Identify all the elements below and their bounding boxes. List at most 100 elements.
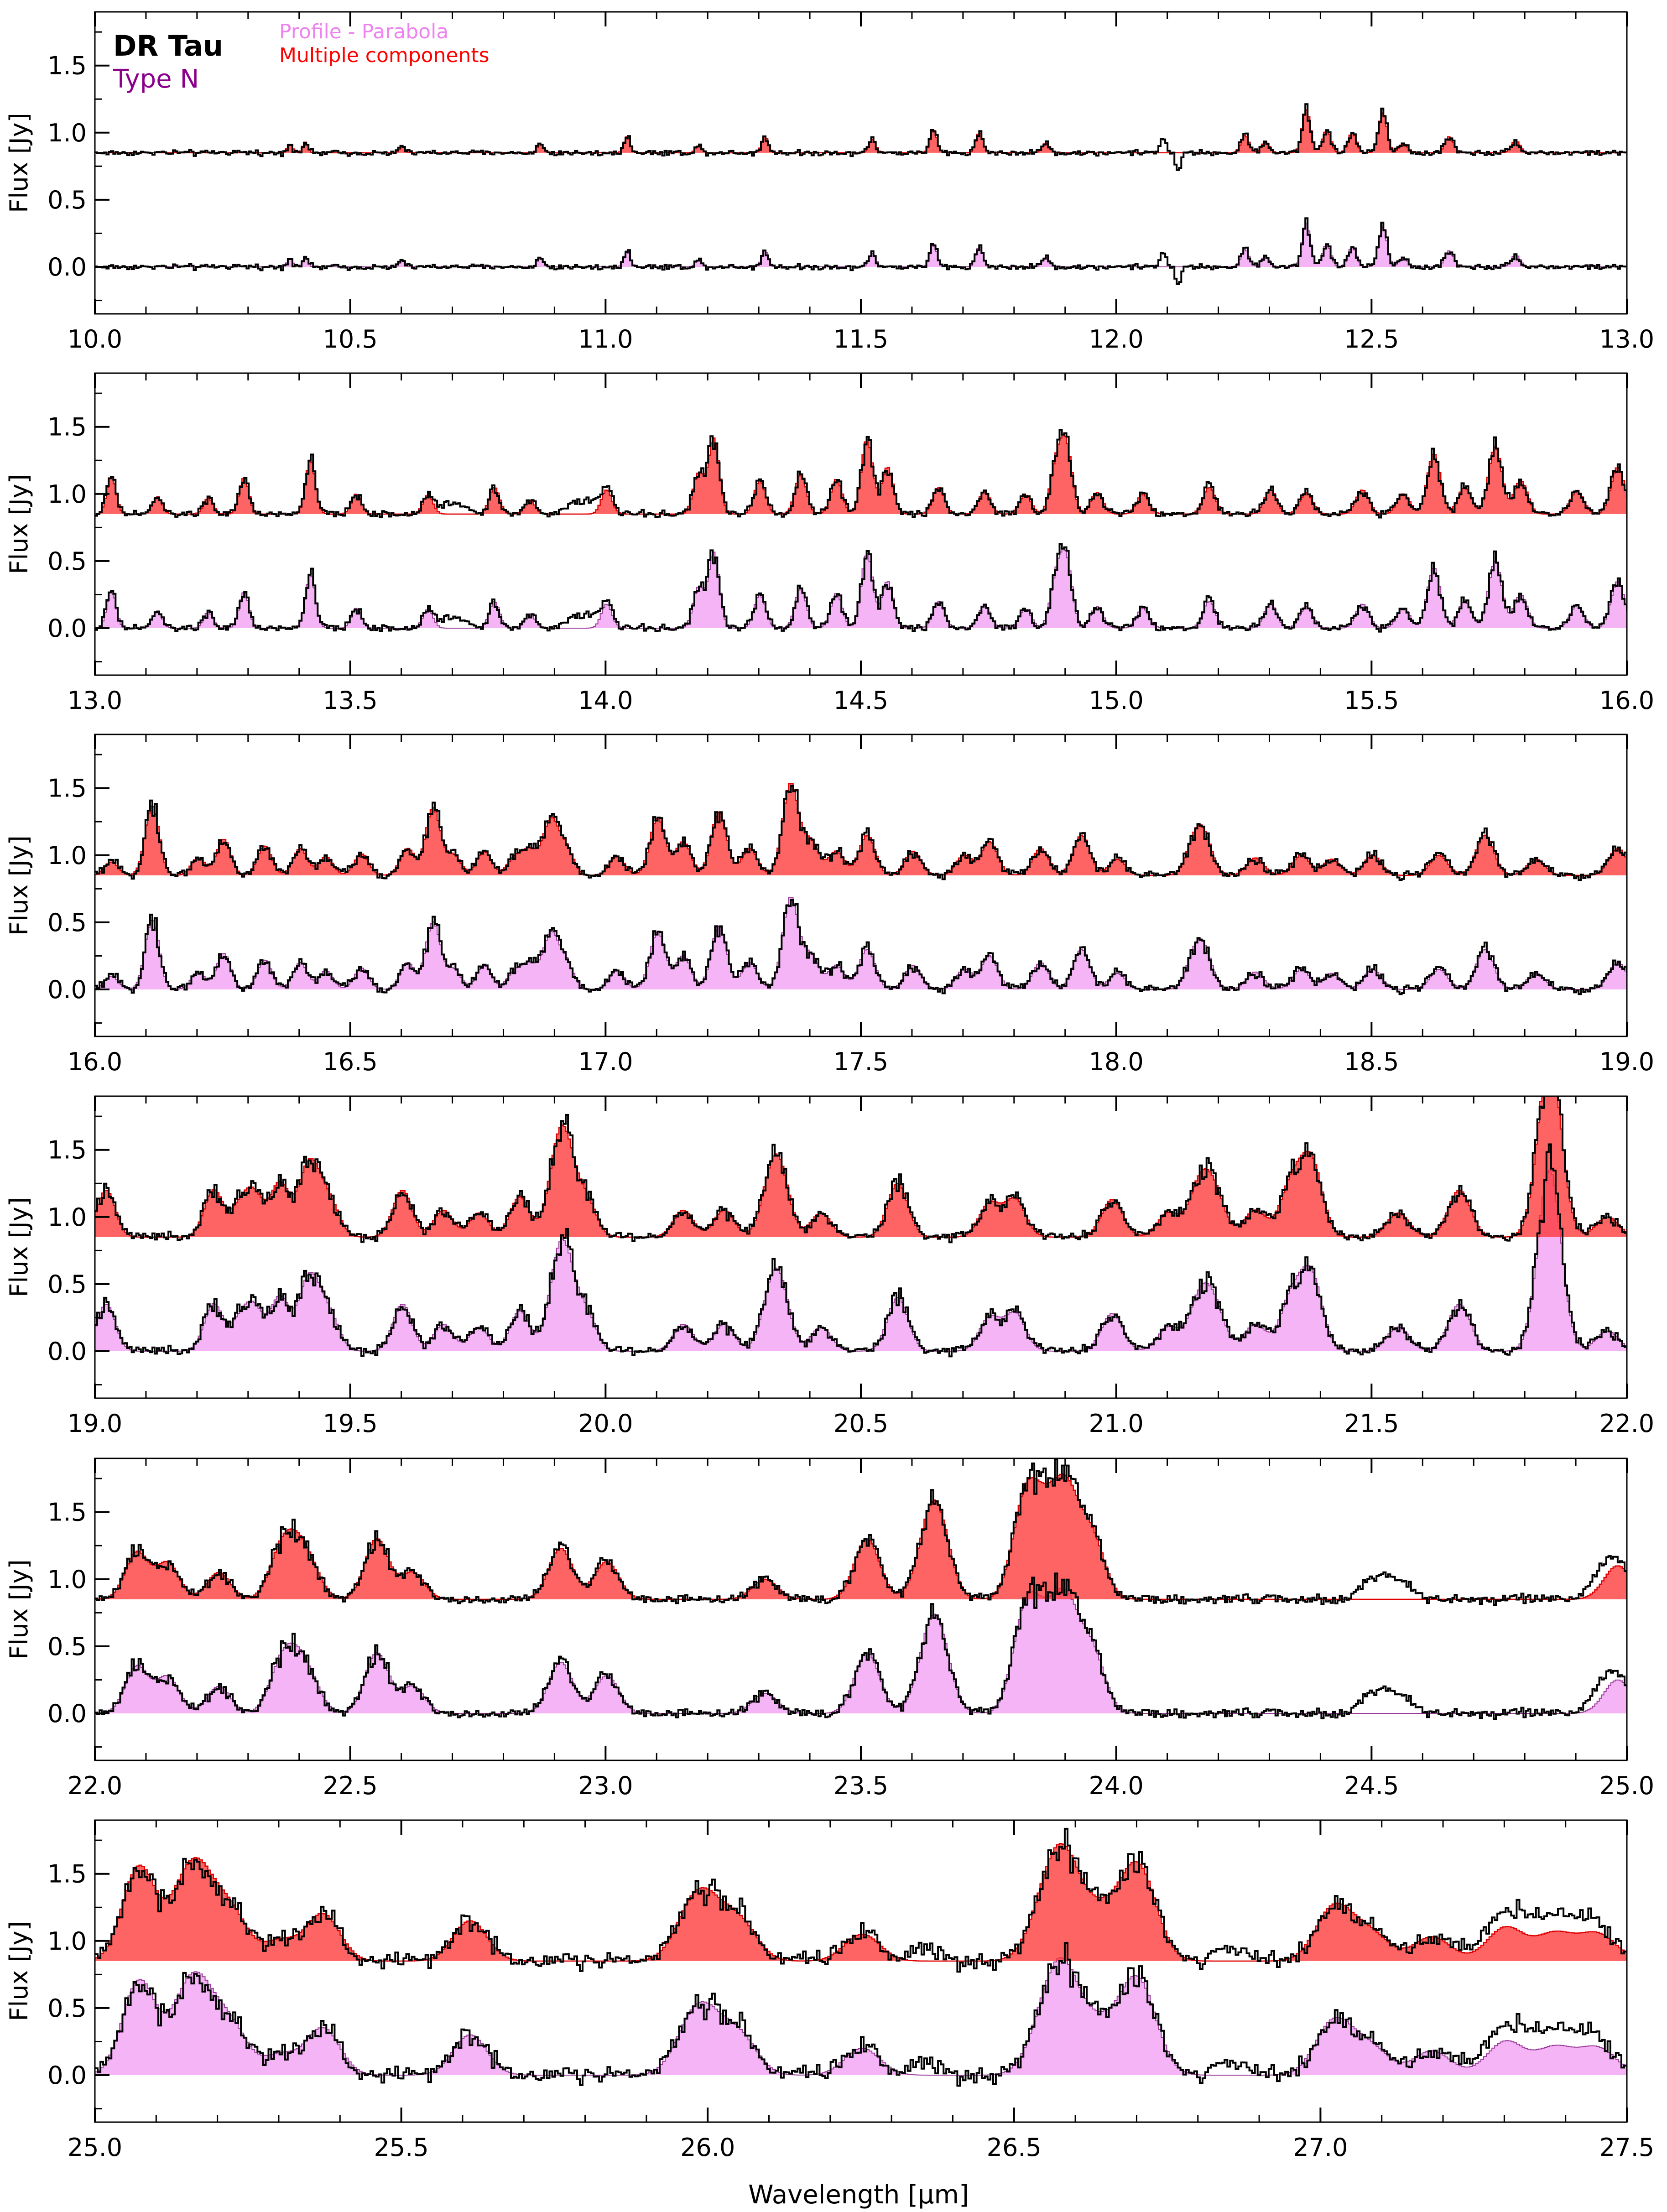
x-tick-label: 22.5 [323, 1771, 378, 1800]
y-tick-label: 0.0 [47, 975, 87, 1004]
x-tick-label: 24.5 [1344, 1771, 1399, 1800]
y-axis-label: Flux [Jy] [5, 113, 33, 213]
panel-frame [94, 1095, 1628, 1399]
parabola-model-fill [95, 897, 1627, 989]
panel-frame [94, 1457, 1628, 1761]
x-tick-label: 26.5 [987, 2133, 1042, 2162]
multi-component-model-fill [95, 1096, 1627, 1237]
y-tick-label: 1.0 [47, 480, 87, 509]
y-tick-label: 1.5 [47, 1136, 87, 1165]
x-tick-label: 25.0 [68, 2133, 122, 2162]
x-tick-label: 13.0 [1599, 325, 1654, 354]
y-tick-label: 1.0 [47, 119, 87, 147]
x-tick-label: 10.5 [323, 325, 378, 354]
multi-component-model-fill [95, 109, 1627, 153]
x-tick-label: 16.0 [68, 1047, 122, 1076]
y-tick-label: 0.5 [47, 1632, 87, 1661]
x-tick-label: 20.5 [834, 1409, 888, 1438]
y-axis-label: Flux [Jy] [5, 1921, 33, 2021]
x-tick-label: 10.0 [68, 325, 122, 354]
spectrum-panel-5: 22.0 22.5 23.0 23.5 24.0 24.5 25.0 0.0 0.5 1.0 1.5… [5, 1457, 1654, 1800]
x-tick-label: 21.5 [1344, 1409, 1399, 1438]
y-tick-label: 0.5 [47, 1270, 87, 1299]
x-tick-label: 18.0 [1089, 1047, 1144, 1076]
spectrum-panel-6: 25.0 25.5 26.0 26.5 27.0 27.5 0.0 0.5 1.0 1.5 Flux… [5, 1819, 1654, 2162]
y-tick-label: 1.5 [47, 774, 87, 803]
x-tick-label: 25.5 [374, 2133, 428, 2162]
y-tick-label: 0.5 [47, 547, 87, 576]
x-tick-label: 14.0 [578, 686, 633, 715]
y-tick-label: 0.0 [47, 2061, 87, 2090]
multi-component-model-fill [95, 1474, 1627, 1599]
x-tick-label: 12.5 [1344, 325, 1399, 354]
y-axis-label: Flux [Jy] [5, 1559, 33, 1659]
x-tick-label: 12.0 [1089, 325, 1144, 354]
y-axis-label: Flux [Jy] [5, 835, 33, 935]
x-tick-label: 25.0 [1599, 1771, 1654, 1800]
x-tick-label: 19.0 [1599, 1047, 1654, 1076]
x-tick-label: 11.0 [578, 325, 633, 354]
type-label: Type N [113, 64, 199, 94]
x-tick-label: 21.0 [1089, 1409, 1144, 1438]
x-tick-label: 18.5 [1344, 1047, 1399, 1076]
x-tick-label: 17.0 [578, 1047, 633, 1076]
x-tick-label: 15.0 [1089, 686, 1144, 715]
x-tick-label: 11.5 [834, 325, 888, 354]
y-tick-label: 1.0 [47, 1565, 87, 1594]
parabola-model-fill [95, 549, 1627, 628]
target-name: DR Tau [113, 29, 223, 62]
x-tick-label: 14.5 [834, 686, 888, 715]
spectrum-panel-4: 19.0 19.5 20.0 20.5 21.0 21.5 22.0 0.0 0.5 1.0 1.5… [5, 1095, 1654, 1438]
y-axis-label: Flux [Jy] [5, 474, 33, 574]
x-tick-label: 16.5 [323, 1047, 378, 1076]
observed-spectrum-residual [95, 899, 1627, 995]
panel-frame [94, 1819, 1628, 2123]
x-tick-label: 16.0 [1599, 686, 1654, 715]
x-axis-label: Wavelength [μm] [748, 2180, 969, 2210]
multi-component-model-fill [95, 435, 1627, 514]
observed-spectrum [95, 1827, 1627, 1973]
parabola-model-fill [95, 224, 1627, 267]
observed-spectrum-residual [95, 1942, 1627, 2087]
y-tick-label: 0.0 [47, 253, 87, 281]
parabola-model-fill [95, 1588, 1627, 1713]
legend-multiple-components: Multiple components [279, 44, 490, 67]
panel-frame [94, 372, 1628, 676]
x-tick-label: 24.0 [1089, 1771, 1144, 1800]
y-tick-label: 1.0 [47, 1203, 87, 1232]
y-tick-label: 0.0 [47, 614, 87, 643]
x-tick-label: 19.0 [68, 1409, 122, 1438]
y-tick-label: 1.5 [47, 413, 87, 442]
y-tick-label: 1.0 [47, 1927, 87, 1956]
legend-parabola: Profile - Parabola [279, 20, 448, 43]
y-tick-label: 0.0 [47, 1699, 87, 1728]
x-tick-label: 27.0 [1293, 2133, 1348, 2162]
x-tick-label: 26.0 [680, 2133, 735, 2162]
observed-spectrum-residual [95, 1572, 1627, 1720]
panels-group: 10.0 10.5 11.0 11.5 12.0 12.5 13.0 0.0 0.5 1.0 1.5… [5, 11, 1654, 2162]
x-tick-label: 19.5 [323, 1409, 378, 1438]
x-tick-label: 13.5 [323, 686, 378, 715]
x-tick-label: 23.0 [578, 1771, 633, 1800]
observed-spectrum [95, 785, 1627, 881]
observed-spectrum [95, 429, 1627, 519]
y-tick-label: 1.5 [47, 1498, 87, 1527]
x-tick-label: 15.5 [1344, 686, 1399, 715]
x-tick-label: 20.0 [578, 1409, 633, 1438]
x-tick-label: 23.5 [834, 1771, 888, 1800]
x-tick-label: 22.0 [1599, 1409, 1654, 1438]
observed-spectrum-residual [95, 543, 1627, 633]
y-tick-label: 0.5 [47, 1994, 87, 2023]
y-tick-label: 0.0 [47, 1337, 87, 1366]
observed-spectrum-residual [95, 217, 1627, 285]
y-tick-label: 1.5 [47, 1860, 87, 1889]
parabola-model-fill [95, 1957, 1627, 2075]
spectrum-panel-2: 13.0 13.5 14.0 14.5 15.0 15.5 16.0 0.0 0.5 1.0 1.5… [5, 372, 1654, 715]
y-tick-label: 0.5 [47, 908, 87, 937]
parabola-model-fill [95, 1170, 1627, 1351]
spectrum-panel-3: 16.0 16.5 17.0 17.5 18.0 18.5 19.0 0.0 0.5 1.0 1.5… [5, 734, 1654, 1076]
y-axis-label: Flux [Jy] [5, 1197, 33, 1297]
y-tick-label: 1.0 [47, 841, 87, 870]
y-tick-label: 1.5 [47, 52, 87, 80]
